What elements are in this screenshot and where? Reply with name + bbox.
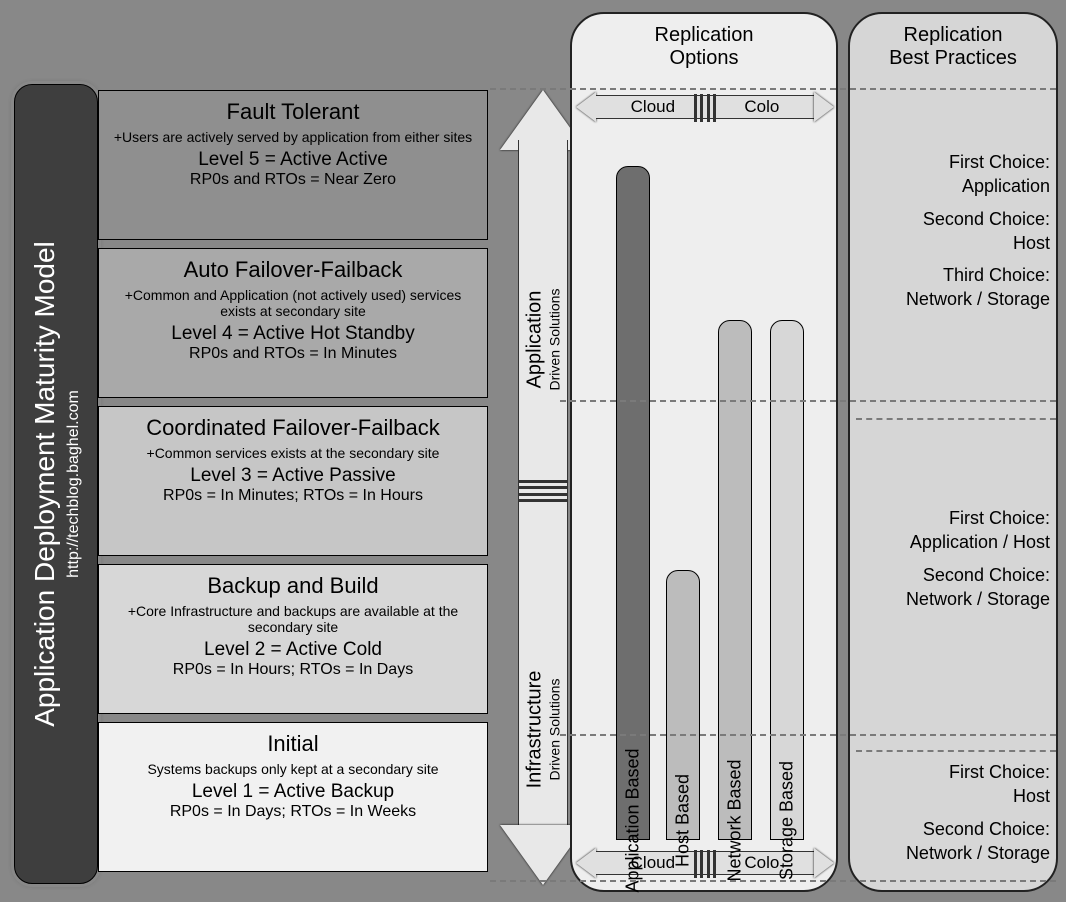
dashed-line bbox=[856, 418, 1056, 420]
dashed-line bbox=[856, 750, 1056, 752]
bp-line: Network / Storage bbox=[906, 841, 1050, 865]
tile-desc: Systems backups only kept at a secondary… bbox=[111, 761, 475, 777]
cloud-label: Cloud bbox=[631, 97, 675, 117]
replication-bar-label: Host Based bbox=[673, 774, 694, 867]
arrow-right-icon bbox=[814, 92, 834, 122]
tile-desc: +Common and Application (not actively us… bbox=[111, 287, 475, 319]
maturity-tile: Initial Systems backups only kept at a se… bbox=[98, 722, 488, 872]
tile-level: Level 5 = Active Active bbox=[111, 149, 475, 171]
best-practice-block: First Choice:Application / Host Second Ch… bbox=[906, 506, 1050, 611]
tile-title: Fault Tolerant bbox=[111, 99, 475, 125]
replication-bar: Host Based bbox=[666, 570, 700, 840]
diagram-root: Application Deployment Maturity Model ht… bbox=[0, 0, 1066, 902]
tile-rto: RP0s and RTOs = Near Zero bbox=[111, 171, 475, 189]
dashed-line bbox=[490, 88, 1056, 90]
hash-icon bbox=[694, 850, 716, 878]
bp-line: Second Choice: bbox=[906, 817, 1050, 841]
best-practice-block: First Choice:Application Second Choice:Ho… bbox=[906, 150, 1050, 312]
tile-title: Backup and Build bbox=[111, 573, 475, 599]
best-practice-block: First Choice:Host Second Choice:Network /… bbox=[906, 760, 1050, 865]
tile-rto: RP0s = In Days; RTOs = In Weeks bbox=[111, 803, 475, 821]
bp-line: First Choice: bbox=[906, 760, 1050, 784]
cloud-colo-arrow-top: Cloud Colo bbox=[576, 92, 834, 122]
dashed-line bbox=[560, 734, 1056, 736]
replication-bar-label: Application Based bbox=[623, 748, 644, 892]
tile-rto: RP0s and RTOs = In Minutes bbox=[111, 345, 475, 363]
bp-line: Host bbox=[906, 784, 1050, 808]
replication-bar: Network Based bbox=[718, 320, 752, 840]
tile-rto: RP0s = In Hours; RTOs = In Days bbox=[111, 661, 475, 679]
replication-options-title: ReplicationOptions bbox=[572, 14, 836, 74]
cloud-colo-body: Cloud Colo bbox=[596, 95, 814, 119]
maturity-tile: Auto Failover-Failback +Common and Applic… bbox=[98, 248, 488, 398]
maturity-levels: Fault Tolerant +Users are actively served… bbox=[98, 90, 488, 880]
bp-line: Network / Storage bbox=[906, 287, 1050, 311]
sidebar: Application Deployment Maturity Model ht… bbox=[14, 84, 98, 884]
tile-level: Level 4 = Active Hot Standby bbox=[111, 323, 475, 345]
tile-level: Level 2 = Active Cold bbox=[111, 639, 475, 661]
colo-label: Colo bbox=[744, 853, 779, 873]
bp-line: Application bbox=[906, 174, 1050, 198]
dashed-line bbox=[490, 880, 1056, 882]
dashed-line bbox=[560, 400, 1056, 402]
bp-line: Second Choice: bbox=[906, 207, 1050, 231]
best-practices-title: ReplicationBest Practices bbox=[850, 14, 1056, 74]
maturity-tile: Coordinated Failover-Failback +Common ser… bbox=[98, 406, 488, 556]
colo-label: Colo bbox=[744, 97, 779, 117]
arrow-label-top: Application Driven Solutions bbox=[524, 289, 563, 391]
tile-level: Level 1 = Active Backup bbox=[111, 781, 475, 803]
tile-rto: RP0s = In Minutes; RTOs = In Hours bbox=[111, 487, 475, 505]
tile-title: Auto Failover-Failback bbox=[111, 257, 475, 283]
tile-desc: +Common services exists at the secondary… bbox=[111, 445, 475, 461]
sidebar-title: Application Deployment Maturity Model ht… bbox=[29, 241, 83, 727]
replication-bar-label: Network Based bbox=[725, 759, 746, 881]
bp-line: First Choice: bbox=[906, 506, 1050, 530]
bp-line: Network / Storage bbox=[906, 587, 1050, 611]
arrow-left-icon bbox=[576, 848, 596, 878]
arrow-label-bottom-sub: Driven Solutions bbox=[547, 671, 563, 789]
tile-title: Initial bbox=[111, 731, 475, 757]
replication-bar-label: Storage Based bbox=[777, 761, 798, 880]
bp-line: First Choice: bbox=[906, 150, 1050, 174]
replication-bar: Application Based bbox=[616, 166, 650, 840]
arrow-left-icon bbox=[576, 92, 596, 122]
tile-desc: +Users are actively served by applicatio… bbox=[111, 129, 475, 145]
arrow-label-bottom: Infrastructure Driven Solutions bbox=[524, 671, 563, 789]
tile-title: Coordinated Failover-Failback bbox=[111, 415, 475, 441]
maturity-tile: Backup and Build +Core Infrastructure and… bbox=[98, 564, 488, 714]
hash-icon bbox=[694, 94, 716, 122]
maturity-tile: Fault Tolerant +Users are actively served… bbox=[98, 90, 488, 240]
sidebar-title-text: Application Deployment Maturity Model bbox=[29, 241, 61, 727]
arrow-right-icon bbox=[814, 848, 834, 878]
bp-line: Third Choice: bbox=[906, 263, 1050, 287]
bp-line: Host bbox=[906, 231, 1050, 255]
tile-level: Level 3 = Active Passive bbox=[111, 465, 475, 487]
replication-bar: Storage Based bbox=[770, 320, 804, 840]
arrow-hash-icon bbox=[518, 480, 568, 502]
arrow-label-top-main: Application bbox=[524, 289, 547, 391]
arrow-label-top-sub: Driven Solutions bbox=[547, 289, 563, 391]
tile-desc: +Core Infrastructure and backups are ava… bbox=[111, 603, 475, 635]
sidebar-subtitle: http://techblog.baghel.com bbox=[65, 390, 83, 578]
arrow-label-bottom-main: Infrastructure bbox=[524, 671, 547, 789]
bp-line: Second Choice: bbox=[906, 563, 1050, 587]
bp-line: Application / Host bbox=[906, 530, 1050, 554]
